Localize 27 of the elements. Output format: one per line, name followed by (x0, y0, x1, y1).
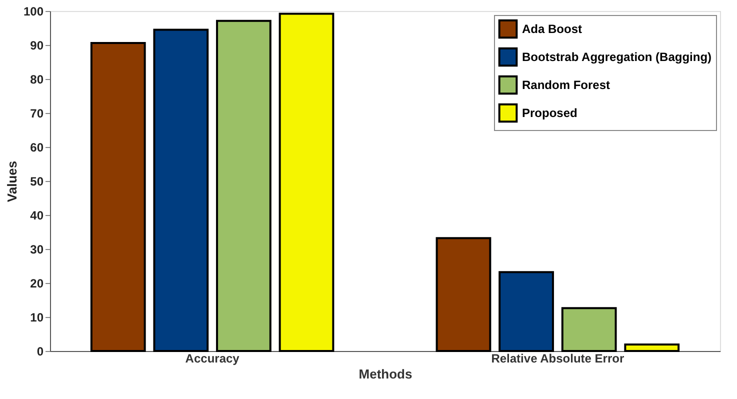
y-tick-label: 100 (23, 4, 44, 18)
bar (436, 237, 492, 352)
legend-label: Random Forest (522, 78, 610, 92)
y-tick-label: 40 (30, 208, 44, 222)
bar (498, 271, 554, 352)
legend-label: Proposed (522, 106, 578, 120)
bar (624, 344, 680, 352)
legend-label: Ada Boost (522, 22, 582, 36)
bar (90, 42, 146, 352)
y-tick-label: 90 (30, 38, 44, 52)
y-axis-title: Values (4, 160, 20, 202)
y-tick-label: 60 (30, 140, 44, 154)
bar (561, 307, 617, 352)
bar (216, 20, 272, 352)
y-tick-label: 70 (30, 106, 44, 120)
legend-label: Bootstrab Aggregation (Bagging) (522, 50, 712, 64)
x-tick-label: Accuracy (185, 352, 240, 366)
bar (278, 12, 334, 352)
y-tick-label: 10 (30, 310, 44, 324)
y-tick-label: 30 (30, 242, 44, 256)
bar (153, 28, 209, 352)
y-tick-label: 80 (30, 72, 44, 86)
x-axis-title: Methods (358, 366, 412, 382)
x-tick-label: Relative Absolute Error (491, 352, 624, 366)
y-tick-label: 0 (36, 344, 44, 358)
y-tick-label: 20 (30, 276, 44, 290)
y-tick-label: 50 (30, 174, 44, 188)
